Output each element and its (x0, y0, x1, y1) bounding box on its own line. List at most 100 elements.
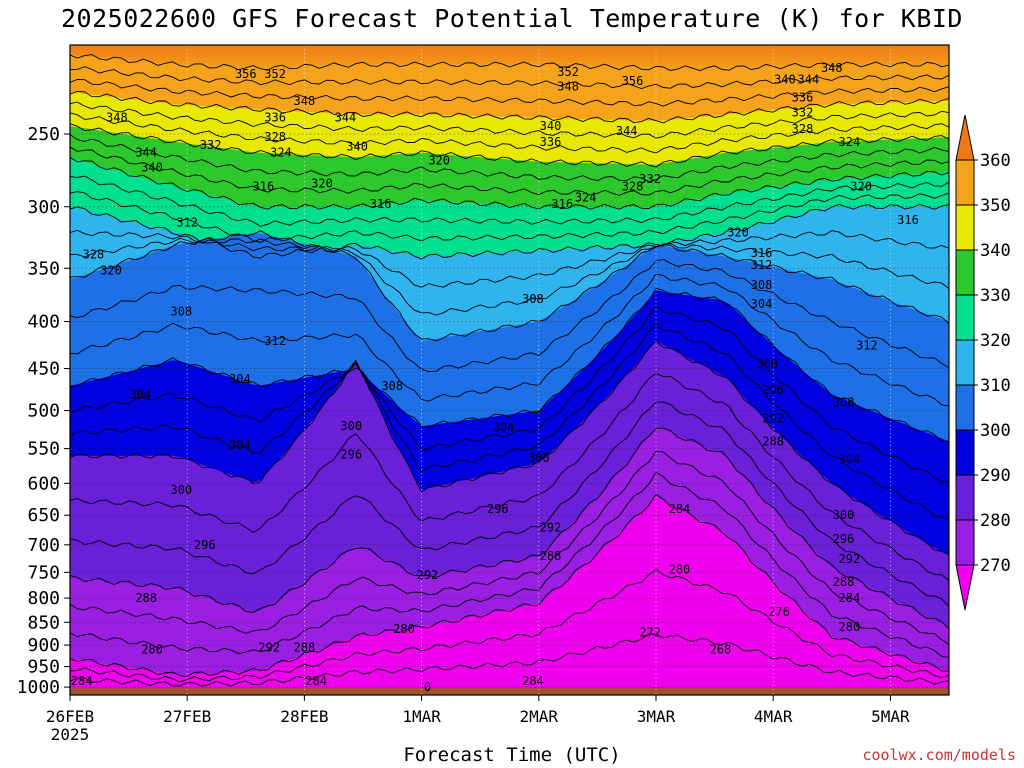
contour-label: 304 (129, 387, 151, 401)
contour-line (70, 146, 949, 196)
contour-line (70, 237, 949, 316)
contour-label: 324 (839, 135, 861, 149)
x-tick-label: 4MAR (754, 707, 793, 726)
colorbar-segment (955, 384, 975, 431)
colorbar-label: 330 (980, 286, 1011, 306)
contour-line (70, 471, 949, 658)
contour-label: 344 (616, 124, 638, 138)
y-tick-label: 400 (27, 312, 60, 333)
field-band (70, 496, 949, 695)
y-tick-label: 750 (27, 562, 60, 583)
colorbar-label: 270 (980, 556, 1011, 576)
contour-label: 312 (751, 258, 773, 272)
contour-label: 296 (833, 532, 855, 546)
contour-label: 296 (487, 502, 509, 516)
contour-line (70, 258, 949, 373)
contour-label: 308 (751, 278, 773, 292)
y-tick-label: 900 (27, 635, 60, 656)
contour-label: 308 (833, 396, 855, 410)
colorbar-label: 350 (980, 196, 1011, 216)
contour-label: 352 (557, 65, 579, 79)
contour-line (70, 112, 949, 154)
terrain (70, 688, 949, 695)
contour-label: 312 (176, 215, 198, 229)
contour-label: 344 (798, 72, 820, 86)
contour-label: 316 (370, 197, 392, 211)
contour-line (70, 287, 949, 443)
contour-label: 300 (756, 357, 778, 371)
x-tick-label: 28FEB (280, 707, 328, 726)
x-tick-label: 5MAR (871, 707, 910, 726)
contour-label: 272 (639, 625, 661, 639)
contour-label: 288 (833, 575, 855, 589)
y-tick-label: 250 (27, 124, 60, 145)
contour-label: 304 (493, 421, 515, 435)
contour-line (70, 230, 949, 342)
y-tick-label: 950 (27, 657, 60, 678)
contour-label: 332 (639, 172, 661, 186)
colorbar-label: 290 (980, 466, 1011, 486)
contour-label: 316 (253, 179, 275, 193)
contour-label: 316 (751, 246, 773, 260)
colorbar-label: 340 (980, 241, 1011, 261)
contour-label: 280 (669, 563, 691, 577)
contour-label: 340 (346, 140, 368, 154)
contour-label: 336 (264, 111, 286, 125)
contour-label: 340 (540, 119, 562, 133)
contour-label: 328 (622, 179, 644, 193)
colorbar-label: 300 (980, 421, 1011, 441)
contour-label: 328 (264, 130, 286, 144)
contour-label: 276 (768, 605, 790, 619)
y-tick-label: 550 (27, 439, 60, 460)
contour-line (70, 134, 949, 182)
contour-label: 288 (540, 549, 562, 563)
contour-label: 268 (710, 642, 732, 656)
plot-frame (69, 44, 950, 696)
colorbar-label: 310 (980, 376, 1011, 396)
contour-label: 304 (229, 372, 251, 386)
contour-label: 316 (897, 213, 919, 227)
contour-label: 304 (839, 452, 861, 466)
y-tick-label: 500 (27, 401, 60, 422)
contour-label: 320 (311, 176, 333, 190)
contour-line (70, 79, 949, 107)
contour-label: 352 (264, 67, 286, 81)
contour-line (70, 427, 949, 630)
contour-label: 312 (264, 334, 286, 348)
contour-label: 304 (229, 438, 251, 452)
watermark: coolwx.com/models (862, 746, 1016, 764)
contour-label: 320 (100, 264, 122, 278)
contour-label: 328 (83, 247, 105, 261)
contour-label: 356 (235, 67, 257, 81)
y-tick-label: 650 (27, 505, 60, 526)
contour-line (70, 633, 949, 687)
contour-label: 288 (762, 434, 784, 448)
contour-line (70, 156, 949, 210)
contour-label: 300 (833, 508, 855, 522)
colorbar-segment (955, 294, 975, 341)
x-tick-label: 27FEB (163, 707, 211, 726)
colorbar-segment (955, 204, 975, 251)
contour-label: 312 (856, 339, 878, 353)
contour-label: 320 (850, 179, 872, 193)
contour-label: 344 (335, 111, 357, 125)
x-tick-label: 1MAR (402, 707, 441, 726)
contour-label: 348 (557, 80, 579, 94)
y-tick-label: 700 (27, 535, 60, 556)
colorbar-segment (955, 339, 975, 386)
colorbar-label: 320 (980, 331, 1011, 351)
contour-label: 324 (575, 190, 597, 204)
y-tick-label: 800 (27, 588, 60, 609)
contour-label: 304 (751, 297, 773, 311)
contour-label: 320 (727, 226, 749, 240)
colorbar-label: 360 (980, 151, 1011, 171)
colorbar-segment (955, 114, 975, 161)
colorbar-segment (955, 564, 975, 611)
contour-label: 308 (170, 304, 192, 318)
y-tick-label: 850 (27, 612, 60, 633)
contour-label: 348 (821, 61, 843, 75)
contour-line (70, 493, 949, 677)
contour-label: 340 (774, 72, 796, 86)
y-tick-label: 1000 (17, 677, 60, 698)
contour-label: 284 (669, 502, 691, 516)
